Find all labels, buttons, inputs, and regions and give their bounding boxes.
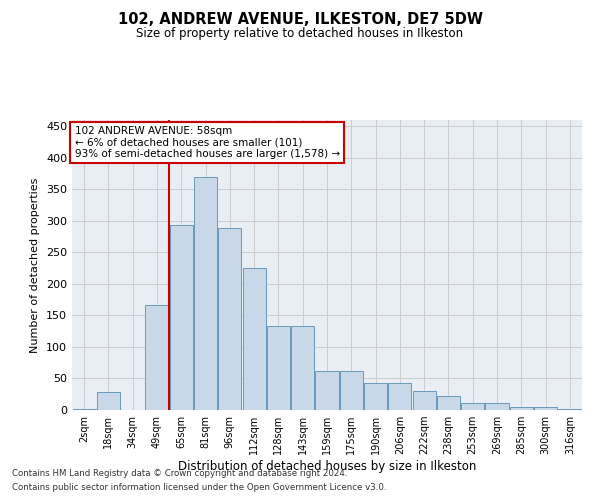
Text: 102, ANDREW AVENUE, ILKESTON, DE7 5DW: 102, ANDREW AVENUE, ILKESTON, DE7 5DW xyxy=(118,12,482,28)
Text: Size of property relative to detached houses in Ilkeston: Size of property relative to detached ho… xyxy=(136,28,464,40)
Bar xyxy=(559,408,581,410)
Bar xyxy=(97,392,120,410)
Bar xyxy=(485,403,509,410)
X-axis label: Distribution of detached houses by size in Ilkeston: Distribution of detached houses by size … xyxy=(178,460,476,473)
Bar xyxy=(461,403,484,410)
Bar xyxy=(291,326,314,410)
Y-axis label: Number of detached properties: Number of detached properties xyxy=(31,178,40,352)
Bar xyxy=(242,268,266,410)
Bar xyxy=(437,396,460,410)
Bar xyxy=(316,371,338,410)
Text: 102 ANDREW AVENUE: 58sqm
← 6% of detached houses are smaller (101)
93% of semi-d: 102 ANDREW AVENUE: 58sqm ← 6% of detache… xyxy=(74,126,340,159)
Bar xyxy=(194,176,217,410)
Bar xyxy=(170,226,193,410)
Text: Contains public sector information licensed under the Open Government Licence v3: Contains public sector information licen… xyxy=(12,484,386,492)
Bar xyxy=(145,304,169,410)
Bar xyxy=(534,407,557,410)
Bar xyxy=(388,383,412,410)
Bar xyxy=(218,228,241,410)
Bar xyxy=(364,383,387,410)
Bar xyxy=(510,407,533,410)
Bar xyxy=(340,371,363,410)
Bar xyxy=(413,391,436,410)
Text: Contains HM Land Registry data © Crown copyright and database right 2024.: Contains HM Land Registry data © Crown c… xyxy=(12,468,347,477)
Bar xyxy=(267,326,290,410)
